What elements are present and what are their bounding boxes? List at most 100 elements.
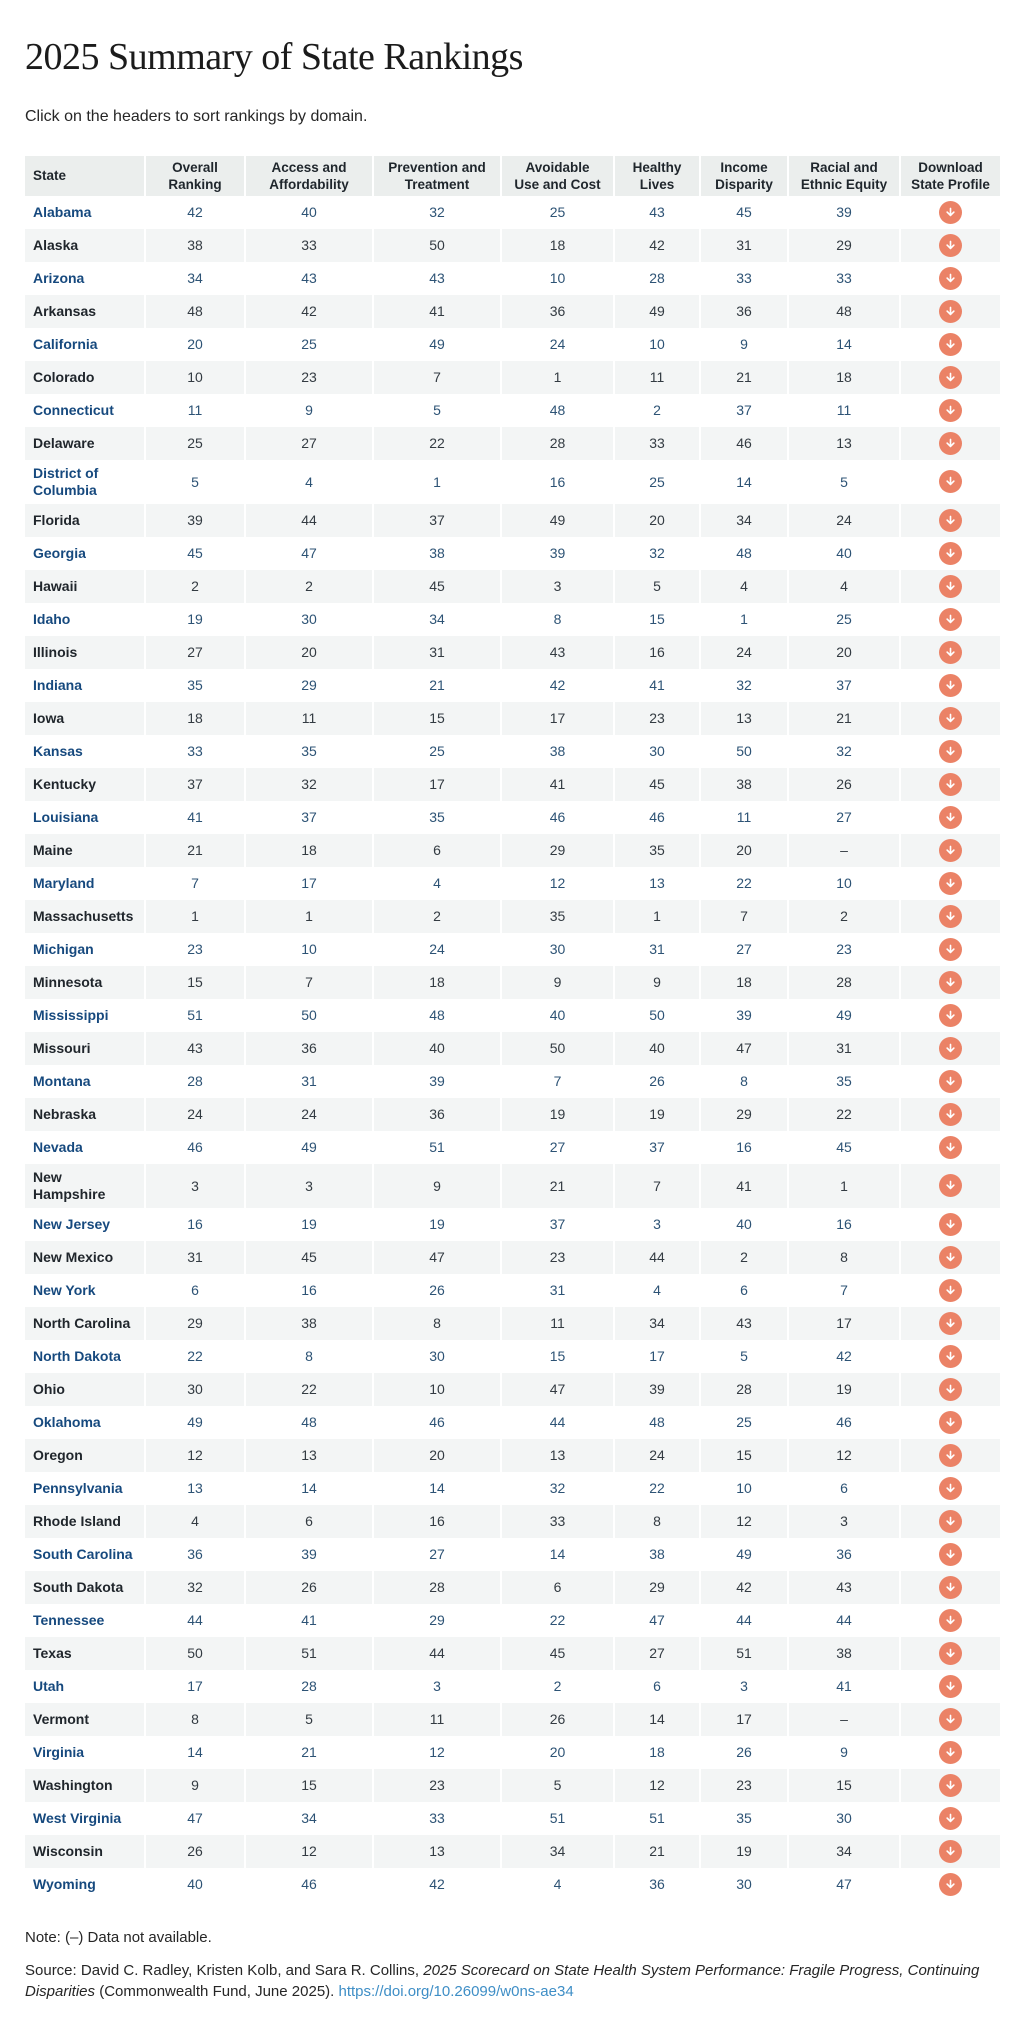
state-link[interactable]: Idaho [33, 610, 71, 627]
state-link[interactable]: Maine [33, 841, 73, 858]
download-state-profile-button[interactable] [939, 1344, 962, 1368]
state-link[interactable]: New Mexico [33, 1248, 114, 1265]
download-state-profile-button[interactable] [939, 772, 962, 796]
download-state-profile-button[interactable] [939, 706, 962, 730]
state-link[interactable]: Connecticut [33, 401, 114, 418]
state-link[interactable]: Maryland [33, 874, 95, 891]
state-link[interactable]: Illinois [33, 643, 78, 660]
download-state-profile-button[interactable] [939, 904, 962, 928]
download-state-profile-button[interactable] [939, 541, 962, 565]
state-link[interactable]: Florida [33, 511, 80, 528]
download-state-profile-button[interactable] [939, 607, 962, 631]
download-state-profile-button[interactable] [939, 1410, 962, 1434]
state-link[interactable]: Michigan [33, 940, 94, 957]
download-state-profile-button[interactable] [939, 1443, 962, 1467]
state-link[interactable]: Arizona [33, 269, 85, 286]
state-link[interactable]: District of Columbia [33, 464, 99, 498]
state-link[interactable]: Mississippi [33, 1006, 109, 1023]
state-link[interactable]: Alabama [33, 203, 92, 220]
state-link[interactable]: Massachusetts [33, 907, 134, 924]
column-header-avoidable-use-and-cost[interactable]: Avoidable Use and Cost [500, 155, 614, 196]
download-state-profile-button[interactable] [939, 640, 962, 664]
state-link[interactable]: Alaska [33, 236, 79, 253]
state-link[interactable]: Rhode Island [33, 1512, 121, 1529]
download-state-profile-button[interactable] [939, 937, 962, 961]
state-link[interactable]: Indiana [33, 676, 83, 693]
download-state-profile-button[interactable] [939, 1003, 962, 1027]
download-state-profile-button[interactable] [939, 1839, 962, 1863]
state-link[interactable]: Vermont [33, 1710, 90, 1727]
state-link[interactable]: Louisiana [33, 808, 99, 825]
download-state-profile-button[interactable] [939, 299, 962, 323]
download-state-profile-button[interactable] [939, 1036, 962, 1060]
download-state-profile-button[interactable] [939, 508, 962, 532]
state-link[interactable]: Tennessee [33, 1611, 105, 1628]
state-link[interactable]: California [33, 335, 98, 352]
download-state-profile-button[interactable] [939, 1174, 962, 1198]
download-state-profile-button[interactable] [939, 365, 962, 389]
download-state-profile-button[interactable] [939, 1245, 962, 1269]
download-state-profile-button[interactable] [939, 1069, 962, 1093]
state-link[interactable]: Oklahoma [33, 1413, 101, 1430]
state-link[interactable]: Georgia [33, 544, 86, 561]
download-state-profile-button[interactable] [939, 470, 962, 494]
state-link[interactable]: North Dakota [33, 1347, 121, 1364]
download-state-profile-button[interactable] [939, 1608, 962, 1632]
download-state-profile-button[interactable] [939, 1641, 962, 1665]
download-state-profile-button[interactable] [939, 1806, 962, 1830]
download-state-profile-button[interactable] [939, 1674, 962, 1698]
state-link[interactable]: Delaware [33, 434, 95, 451]
state-link[interactable]: Colorado [33, 368, 95, 385]
download-state-profile-button[interactable] [939, 805, 962, 829]
download-state-profile-button[interactable] [939, 1135, 962, 1159]
download-state-profile-button[interactable] [939, 1278, 962, 1302]
download-state-profile-button[interactable] [939, 1476, 962, 1500]
state-link[interactable]: Nebraska [33, 1105, 97, 1122]
state-link[interactable]: Washington [33, 1776, 113, 1793]
download-state-profile-button[interactable] [939, 970, 962, 994]
column-header-access-and-affordability[interactable]: Access and Affordability [244, 155, 373, 196]
column-header-overall-ranking[interactable]: Overall Ranking [144, 155, 245, 196]
state-link[interactable]: Pennsylvania [33, 1479, 123, 1496]
state-link[interactable]: North Carolina [33, 1314, 131, 1331]
download-state-profile-button[interactable] [939, 1542, 962, 1566]
download-state-profile-button[interactable] [939, 1575, 962, 1599]
state-link[interactable]: Nevada [33, 1138, 83, 1155]
state-link[interactable]: Montana [33, 1072, 91, 1089]
download-state-profile-button[interactable] [939, 233, 962, 257]
state-link[interactable]: New Hampshire [33, 1168, 106, 1202]
download-state-profile-button[interactable] [939, 871, 962, 895]
state-link[interactable]: Wisconsin [33, 1842, 103, 1859]
state-link[interactable]: Virginia [33, 1743, 85, 1760]
state-link[interactable]: Iowa [33, 709, 65, 726]
state-link[interactable]: Utah [33, 1677, 65, 1694]
state-link[interactable]: Minnesota [33, 973, 103, 990]
state-link[interactable]: West Virginia [33, 1809, 122, 1826]
download-state-profile-button[interactable] [939, 1212, 962, 1236]
column-header-income-disparity[interactable]: Income Disparity [699, 155, 788, 196]
state-link[interactable]: New York [33, 1281, 96, 1298]
download-state-profile-button[interactable] [939, 398, 962, 422]
state-link[interactable]: Ohio [33, 1380, 65, 1397]
download-state-profile-button[interactable] [939, 1707, 962, 1731]
state-link[interactable]: Hawaii [33, 577, 78, 594]
state-link[interactable]: Kansas [33, 742, 83, 759]
state-link[interactable]: Wyoming [33, 1875, 96, 1892]
download-state-profile-button[interactable] [939, 332, 962, 356]
column-header-prevention-and-treatment[interactable]: Prevention and Treatment [372, 155, 501, 196]
state-link[interactable]: Arkansas [33, 302, 97, 319]
download-state-profile-button[interactable] [939, 1872, 962, 1896]
download-state-profile-button[interactable] [939, 1509, 962, 1533]
download-state-profile-button[interactable] [939, 200, 962, 224]
state-link[interactable]: South Dakota [33, 1578, 124, 1595]
state-link[interactable]: Kentucky [33, 775, 97, 792]
download-state-profile-button[interactable] [939, 574, 962, 598]
state-link[interactable]: Missouri [33, 1039, 91, 1056]
download-state-profile-button[interactable] [939, 1102, 962, 1126]
column-header-healthy-lives[interactable]: Healthy Lives [613, 155, 700, 196]
doi-link[interactable]: https://doi.org/10.26099/w0ns-ae34 [338, 1982, 574, 2000]
state-link[interactable]: Oregon [33, 1446, 83, 1463]
download-state-profile-button[interactable] [939, 1311, 962, 1335]
state-link[interactable]: Texas [33, 1644, 72, 1661]
download-state-profile-button[interactable] [939, 431, 962, 455]
